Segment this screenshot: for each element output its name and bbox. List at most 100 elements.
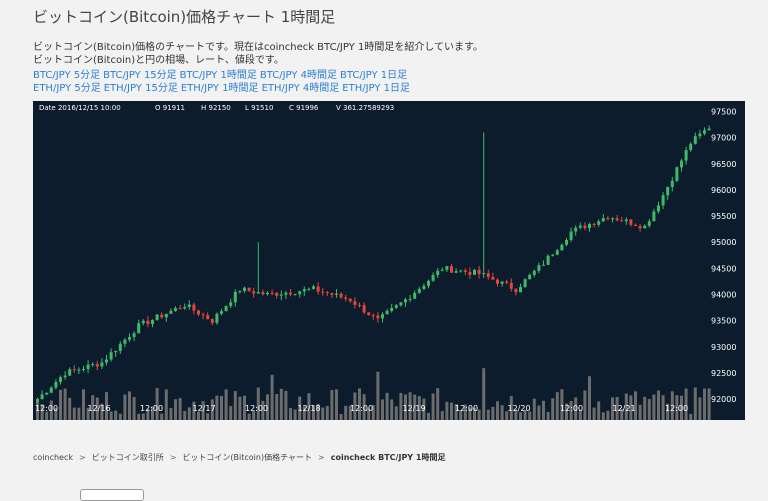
volume-bar xyxy=(261,400,265,420)
candle-body xyxy=(123,339,127,344)
volume-bar xyxy=(399,392,403,420)
candle-body xyxy=(574,227,578,232)
ohlc-high: H 92150 xyxy=(201,104,231,112)
volume-bar xyxy=(532,398,536,420)
volume-bar xyxy=(638,404,642,420)
volume-bar xyxy=(82,389,85,420)
candle-body xyxy=(583,225,587,229)
link-eth-5m[interactable]: ETH/JPY 5分足 xyxy=(33,83,101,94)
volume-bar xyxy=(109,411,113,420)
candle-body xyxy=(266,292,269,295)
volume-bar xyxy=(63,388,67,420)
volume-bar xyxy=(459,410,463,420)
volume-bar xyxy=(509,396,513,420)
volume-bar xyxy=(302,406,306,420)
candle-body xyxy=(578,225,582,228)
link-btc-4h[interactable]: BTC/JPY 4時間足 xyxy=(259,70,337,81)
volume-bar xyxy=(413,394,417,420)
volume-bar xyxy=(514,409,518,420)
link-btc-1d[interactable]: BTC/JPY 1日足 xyxy=(339,70,408,81)
candle-body xyxy=(551,254,555,256)
link-eth-1d[interactable]: ETH/JPY 1日足 xyxy=(342,83,411,94)
candle-body xyxy=(684,150,688,161)
candle-body xyxy=(482,273,486,275)
volume-bar xyxy=(95,397,99,420)
candle-body xyxy=(312,286,315,289)
candle-body xyxy=(436,270,440,276)
volume-bar xyxy=(137,413,141,420)
candle-body xyxy=(40,394,44,400)
eth-timeframe-links: ETH/JPY 5分足 ETH/JPY 15分足 ETH/JPY 1時間足 ETH/J… xyxy=(33,82,413,95)
candle-body xyxy=(229,302,233,306)
candle-body xyxy=(289,292,292,295)
volume-bar xyxy=(367,408,371,420)
candle-body xyxy=(491,276,495,280)
intro-line-2: ビットコイン(Bitcoin)と円の相場、レート、値段です。 xyxy=(33,55,284,66)
volume-bar xyxy=(210,399,214,420)
volume-bar xyxy=(118,413,122,420)
volume-bar xyxy=(123,394,127,420)
candle-body xyxy=(114,350,118,353)
volume-bar xyxy=(362,394,366,420)
volume-bar xyxy=(243,395,246,420)
link-eth-15m[interactable]: ETH/JPY 15分足 xyxy=(103,83,178,94)
volume-bar xyxy=(100,403,104,420)
volume-bar xyxy=(40,404,44,420)
breadcrumb-exchange[interactable]: ビットコイン取引所 xyxy=(91,453,164,462)
candle-body xyxy=(178,308,182,310)
link-btc-15m[interactable]: BTC/JPY 15分足 xyxy=(103,70,177,81)
candle-body xyxy=(298,291,302,295)
link-eth-4h[interactable]: ETH/JPY 4時間足 xyxy=(261,83,340,94)
volume-bar xyxy=(703,388,706,420)
link-btc-5m[interactable]: BTC/JPY 5分足 xyxy=(33,70,101,81)
volume-bar xyxy=(404,394,407,420)
price-chart[interactable]: Date 2016/12/15 10:00 O 91911 H 92150 L … xyxy=(33,101,745,420)
volume-bar xyxy=(279,388,283,420)
select-box[interactable] xyxy=(80,489,144,501)
candle-body xyxy=(592,223,596,225)
breadcrumb-price-chart[interactable]: ビットコイン(Bitcoin)価格チャート xyxy=(182,453,313,462)
volume-bar xyxy=(454,404,458,420)
candle-body xyxy=(459,270,463,272)
candle-body xyxy=(689,143,693,151)
candle-body xyxy=(647,221,651,226)
candle-body xyxy=(174,308,177,311)
volume-bar xyxy=(555,392,559,420)
candle-body xyxy=(335,293,338,295)
candlesticks xyxy=(36,125,711,403)
volume-bar xyxy=(684,388,688,420)
x-tick-label: 12:00 xyxy=(455,404,478,413)
time-axis: 12:00 12/16 12:00 12/17 12:00 12/18 12:00 12/19… xyxy=(35,404,688,413)
volume-bar xyxy=(417,396,421,420)
volume-bar xyxy=(201,401,205,420)
candle-body xyxy=(247,287,251,292)
volume-bar xyxy=(293,409,297,420)
link-btc-1h[interactable]: BTC/JPY 1時間足 xyxy=(179,70,257,81)
volume-bar xyxy=(482,368,486,420)
x-tick-label: 12:00 xyxy=(35,404,58,413)
btc-timeframe-links: BTC/JPY 5分足 BTC/JPY 15分足 BTC/JPY 1時間足 BTC/J… xyxy=(33,69,410,82)
x-tick-label: 12/19 xyxy=(403,404,426,413)
volume-bar xyxy=(105,392,108,420)
candle-body xyxy=(59,377,62,383)
candle-body xyxy=(546,255,550,265)
volume-bar xyxy=(519,412,522,420)
candle-body xyxy=(330,293,334,295)
candle-body xyxy=(86,364,90,370)
link-eth-1h[interactable]: ETH/JPY 1時間足 xyxy=(180,83,259,94)
volume-bar xyxy=(546,411,550,420)
y-tick-label: 93500 xyxy=(711,317,736,326)
breadcrumb-coincheck[interactable]: coincheck xyxy=(33,453,74,462)
volume-bar xyxy=(220,395,223,420)
candle-body xyxy=(523,279,527,288)
y-tick-label: 94000 xyxy=(711,290,736,299)
candle-body xyxy=(500,281,504,284)
volume-bar xyxy=(141,413,145,420)
candle-body xyxy=(238,290,242,292)
y-tick-label: 92500 xyxy=(711,369,736,378)
volume-bar xyxy=(91,395,95,420)
volume-bar xyxy=(215,395,219,420)
candle-body xyxy=(54,382,58,388)
volume-bar xyxy=(643,396,647,420)
volume-bar xyxy=(620,408,624,420)
